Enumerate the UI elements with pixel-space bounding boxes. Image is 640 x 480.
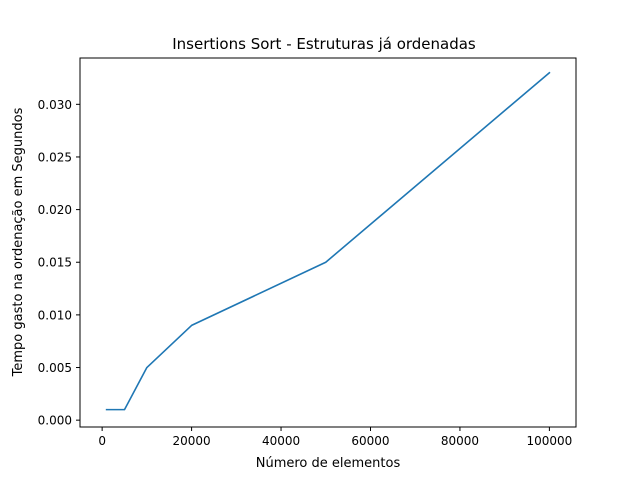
y-tick-label: 0.010 — [38, 308, 72, 322]
y-tick-label: 0.025 — [38, 150, 72, 164]
data-point — [124, 409, 126, 411]
x-tick-label: 60000 — [351, 434, 389, 448]
data-point — [106, 409, 108, 411]
data-point — [325, 261, 327, 263]
plot-area: 0 20000 40000 60000 80000 100000 0.000 0.005 0.0… — [38, 57, 577, 448]
x-tick-label: 40000 — [262, 434, 300, 448]
data-point — [146, 367, 148, 369]
x-tick-label: 20000 — [172, 434, 210, 448]
y-tick-label: 0.000 — [38, 414, 72, 428]
y-tick-label: 0.030 — [38, 98, 72, 112]
x-axis-label: Número de elementos — [256, 456, 401, 471]
data-point — [549, 72, 551, 74]
y-axis-label: Tempo gasto na ordenação em Segundos — [11, 107, 26, 377]
chart-title: Insertions Sort - Estruturas já ordenada… — [172, 35, 476, 53]
x-tick-label: 0 — [98, 434, 106, 448]
series-line-1 — [105, 71, 551, 411]
x-tick-label: 80000 — [441, 434, 479, 448]
y-tick-label: 0.015 — [38, 256, 72, 270]
data-point — [191, 325, 193, 327]
x-tick-label: 100000 — [526, 434, 572, 448]
y-tick-label: 0.005 — [38, 361, 72, 375]
plot-frame — [79, 57, 577, 428]
y-tick-label: 0.020 — [38, 203, 72, 217]
